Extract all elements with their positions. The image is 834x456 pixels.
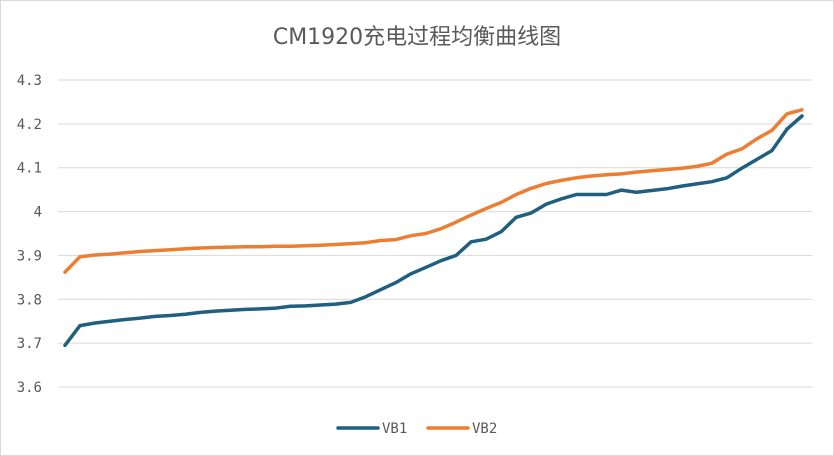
series-line-vb1 <box>63 114 804 348</box>
legend-label: VB2 <box>472 421 497 437</box>
y-tick-label: 3.7 <box>17 336 42 352</box>
y-tick-label: 4.3 <box>17 73 42 89</box>
gridlines <box>58 79 812 388</box>
legend-item-vb2: VB2 <box>426 421 497 437</box>
y-tick-label: 3.6 <box>17 380 42 396</box>
y-tick-label: 4.1 <box>17 161 42 177</box>
series-line-vb2 <box>63 108 804 274</box>
y-tick-label: 3.9 <box>17 248 42 264</box>
y-axis-ticks: 3.6 3.7 3.8 3.9 4 4.1 4.2 4.3 <box>17 73 42 396</box>
legend-item-vb1: VB1 <box>336 421 407 437</box>
y-tick-label: 4 <box>34 205 42 221</box>
y-tick-label: 4.2 <box>17 117 42 133</box>
legend-label: VB1 <box>382 421 407 437</box>
series-lines <box>63 108 804 348</box>
legend: VB1 VB2 <box>336 421 497 437</box>
y-tick-label: 3.8 <box>17 292 42 308</box>
chart-title: CM1920充电过程均衡曲线图 <box>273 25 561 50</box>
